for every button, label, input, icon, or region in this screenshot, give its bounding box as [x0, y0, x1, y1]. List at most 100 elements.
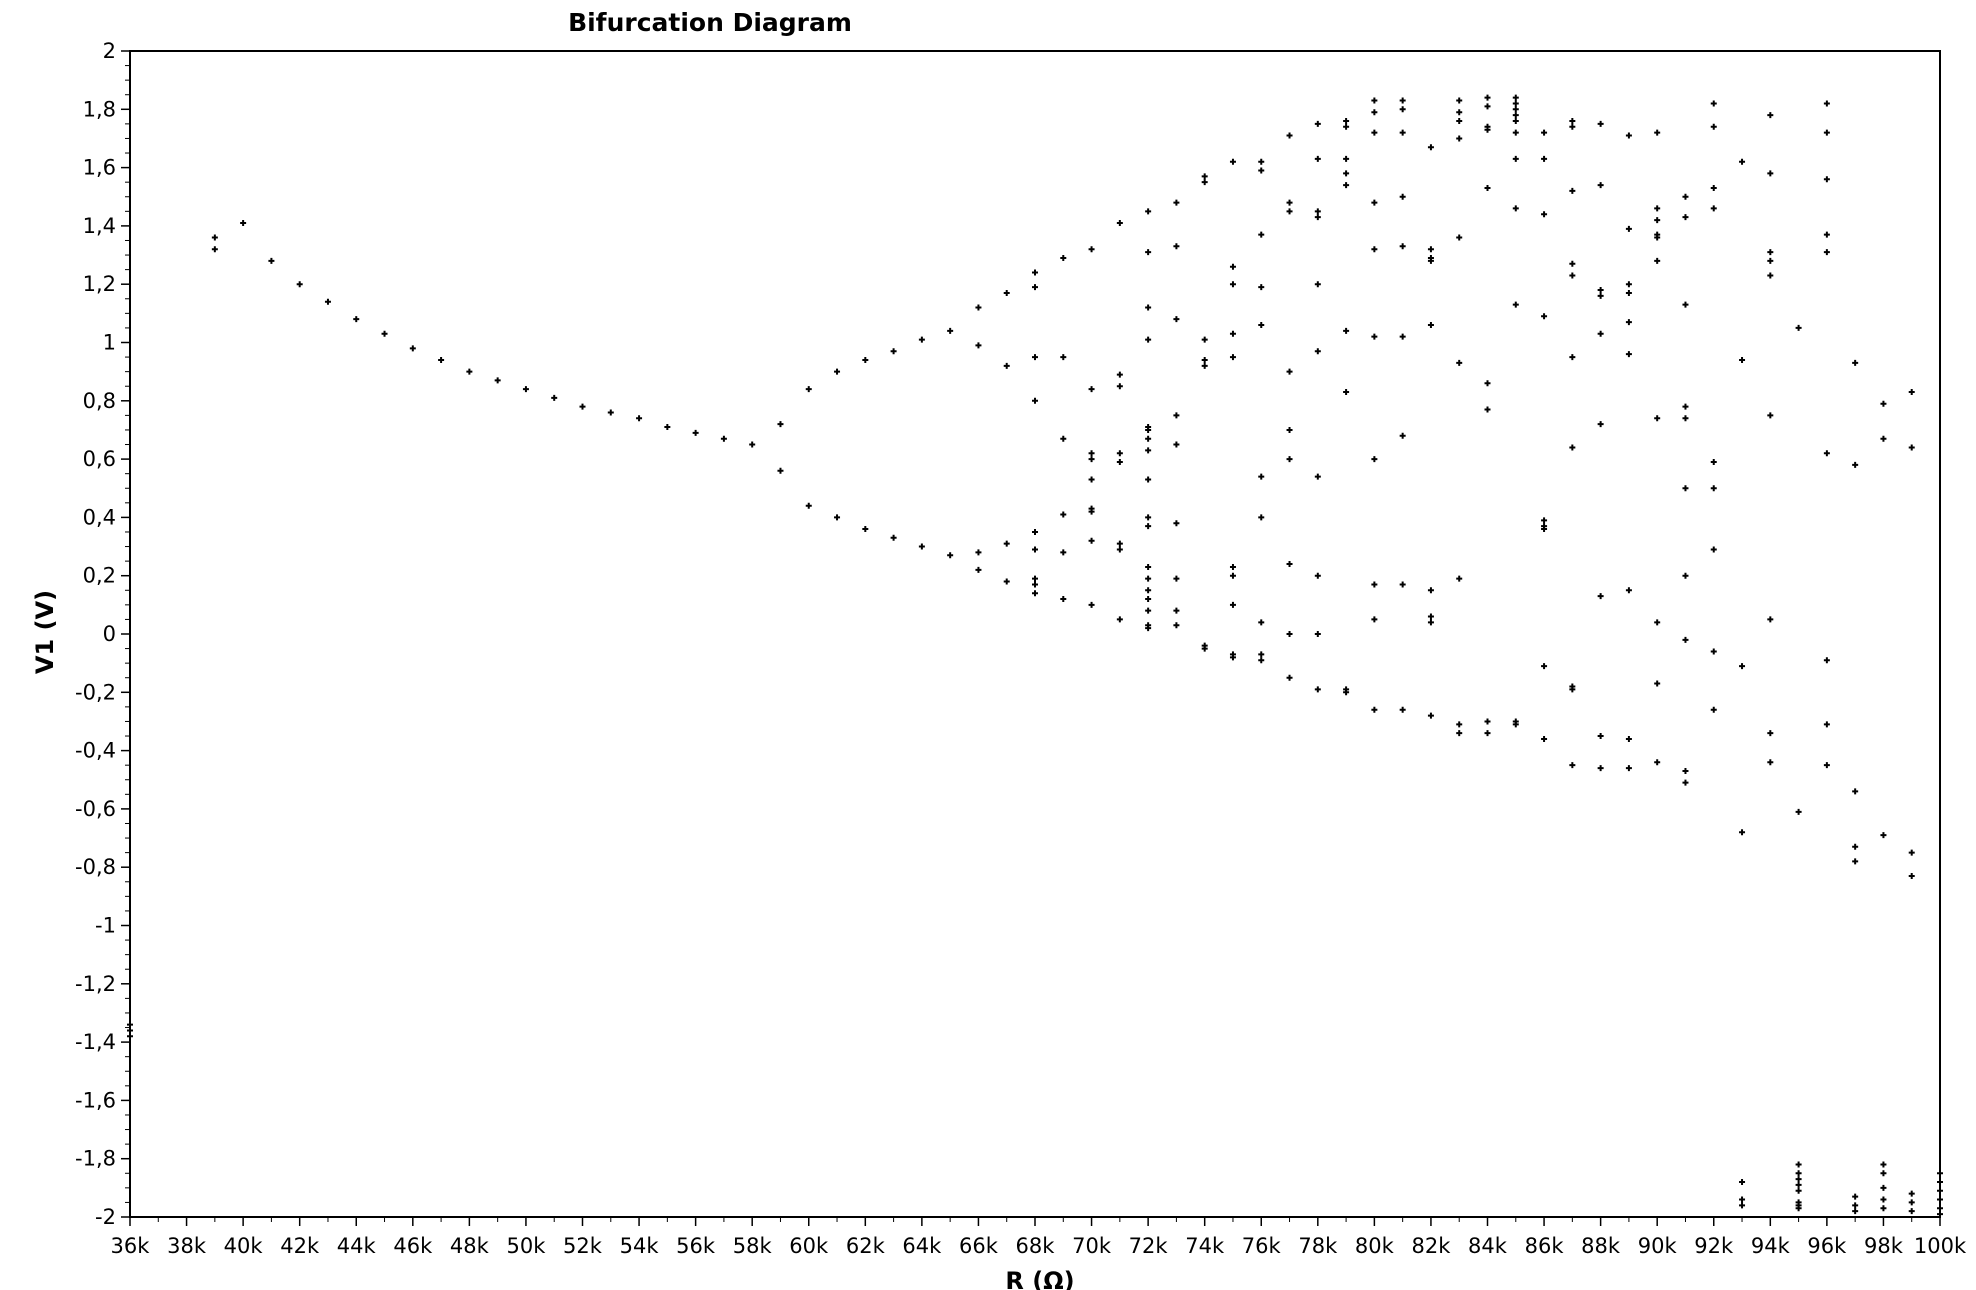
x-tick-label: 92k [1694, 1234, 1734, 1258]
data-point [1427, 613, 1434, 620]
data-point [1654, 217, 1661, 224]
data-point [1032, 575, 1038, 582]
x-tick-label: 44k [337, 1234, 377, 1258]
data-point [438, 356, 445, 363]
data-point [1371, 333, 1378, 340]
data-point [1173, 607, 1180, 614]
data-point [1116, 546, 1123, 553]
data-point [1088, 537, 1095, 544]
x-tick-label: 78k [1298, 1234, 1338, 1258]
data-point [1003, 578, 1010, 585]
data-point [1484, 380, 1491, 387]
data-point [1399, 432, 1406, 439]
x-tick-label: 72k [1129, 1234, 1169, 1258]
data-point [1739, 1179, 1746, 1186]
y-tick-label: -0,4 [75, 739, 116, 763]
y-tick-label: 0,6 [83, 447, 116, 471]
data-point [1456, 97, 1463, 104]
data-point [1625, 319, 1632, 326]
data-point [1258, 514, 1265, 521]
data-point [1795, 1205, 1802, 1212]
data-point [1541, 155, 1548, 162]
x-tick-label: 40k [224, 1234, 264, 1258]
data-point [1682, 403, 1689, 410]
y-tick-label: -0,6 [75, 797, 116, 821]
data-point [1654, 619, 1661, 626]
data-point [551, 394, 558, 401]
data-point [1060, 354, 1067, 361]
data-point [1597, 733, 1604, 740]
data-point [890, 348, 897, 355]
data-point [1795, 324, 1802, 331]
data-point [1512, 155, 1519, 162]
data-point [1852, 858, 1859, 865]
data-point [890, 534, 897, 541]
data-point [777, 467, 784, 474]
data-point [1201, 173, 1208, 180]
data-point [1597, 330, 1604, 337]
data-point [1314, 155, 1321, 162]
data-point [1625, 587, 1632, 594]
data-point [1456, 117, 1463, 124]
data-point [862, 526, 869, 533]
data-point [1908, 1199, 1915, 1206]
data-point [1145, 523, 1152, 530]
x-tick-label: 60k [789, 1234, 829, 1258]
data-point [1823, 231, 1830, 238]
data-point [1258, 231, 1265, 238]
data-point [1597, 421, 1604, 428]
data-point [834, 514, 841, 521]
data-point [1908, 872, 1915, 879]
data-point [692, 429, 699, 436]
y-tick-label: 1,2 [83, 272, 116, 296]
data-point [1145, 575, 1152, 582]
data-point [1258, 158, 1265, 165]
data-point [1173, 622, 1180, 629]
data-point [1908, 444, 1915, 451]
x-tick-label: 50k [506, 1234, 546, 1258]
data-point [1767, 412, 1774, 419]
data-point [1937, 1205, 1943, 1212]
data-point [1286, 674, 1293, 681]
x-tick-label: 64k [902, 1234, 942, 1258]
data-point [1852, 843, 1859, 850]
data-point [834, 368, 841, 375]
data-point [1710, 205, 1717, 212]
x-tick-label: 74k [1185, 1234, 1225, 1258]
data-point [1399, 333, 1406, 340]
data-point [1258, 167, 1265, 174]
data-point [1088, 450, 1095, 457]
data-point [1145, 208, 1152, 215]
data-point [1823, 657, 1830, 664]
data-point [918, 336, 925, 343]
data-point [1682, 779, 1689, 786]
data-point [1229, 263, 1236, 270]
data-point [1597, 593, 1604, 600]
data-point [1088, 508, 1095, 515]
data-point [1371, 706, 1378, 713]
data-point [1399, 106, 1406, 113]
data-point [1795, 1181, 1802, 1188]
x-tick-label: 62k [846, 1234, 886, 1258]
y-tick-label: -1,4 [75, 1030, 116, 1054]
data-point [975, 566, 982, 573]
data-point [1569, 117, 1576, 124]
data-point [1286, 631, 1293, 637]
data-point [1456, 730, 1463, 737]
data-point [1739, 356, 1746, 363]
data-point [1314, 572, 1321, 579]
data-point [1682, 214, 1689, 221]
data-points [127, 94, 1943, 1218]
data-point [1145, 607, 1152, 614]
data-point [1654, 205, 1661, 212]
data-point [805, 502, 812, 509]
data-point [1060, 549, 1067, 556]
data-point [1597, 287, 1604, 294]
data-point [1852, 1193, 1859, 1200]
data-point [1512, 117, 1519, 124]
data-point [1625, 735, 1632, 742]
data-point [1399, 129, 1406, 136]
data-point [1569, 187, 1576, 194]
data-point [1569, 762, 1576, 769]
data-point [1258, 284, 1265, 291]
